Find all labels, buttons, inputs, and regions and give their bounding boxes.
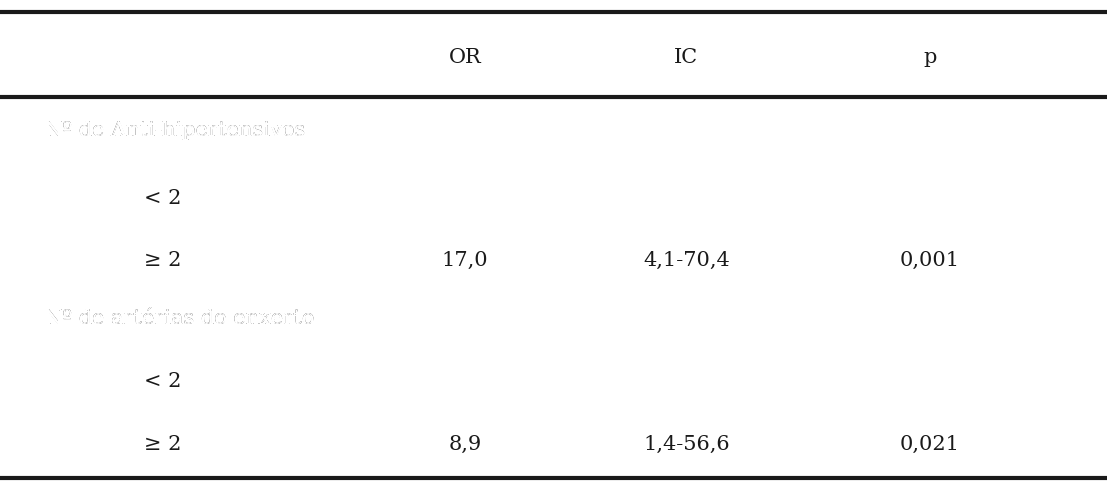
- Text: OR: OR: [448, 48, 482, 68]
- Text: < 2: < 2: [144, 188, 182, 208]
- Text: 0,001: 0,001: [900, 251, 960, 270]
- Text: Nº de Anti-hipertensivos$^{\S}$: Nº de Anti-hipertensivos$^{\S}$: [44, 116, 313, 145]
- Text: Nº de artérias do enxerto$^{\S\S}$: Nº de artérias do enxerto$^{\S\S}$: [44, 306, 331, 331]
- Text: 17,0: 17,0: [442, 251, 488, 270]
- Text: 8,9: 8,9: [448, 435, 482, 454]
- Text: ≥ 2: ≥ 2: [144, 435, 182, 454]
- Text: IC: IC: [674, 48, 699, 68]
- Text: < 2: < 2: [144, 372, 182, 391]
- Text: ≥ 2: ≥ 2: [144, 251, 182, 270]
- Text: p: p: [923, 48, 937, 68]
- Text: 1,4-56,6: 1,4-56,6: [643, 435, 730, 454]
- Text: 0,021: 0,021: [900, 435, 960, 454]
- Text: Nº de Anti-hipertensivos: Nº de Anti-hipertensivos: [44, 121, 306, 140]
- Text: 4,1-70,4: 4,1-70,4: [643, 251, 730, 270]
- Text: Nº de artérias do enxerto: Nº de artérias do enxerto: [44, 309, 314, 328]
- Text: Nº de artérias do enxerto: Nº de artérias do enxerto: [44, 309, 314, 328]
- Text: Nº de Anti-hipertensivos: Nº de Anti-hipertensivos: [44, 121, 306, 140]
